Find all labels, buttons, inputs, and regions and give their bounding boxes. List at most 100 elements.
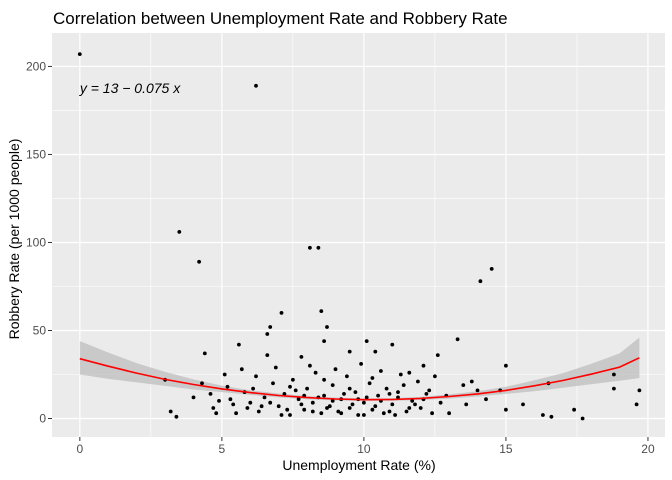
data-point xyxy=(489,267,494,271)
data-point xyxy=(427,388,432,393)
data-point xyxy=(231,402,236,407)
data-point xyxy=(191,395,196,400)
data-point xyxy=(313,370,318,375)
data-point xyxy=(268,400,273,405)
data-point xyxy=(387,392,392,396)
data-point xyxy=(296,397,301,402)
data-point xyxy=(254,374,258,379)
data-point xyxy=(279,311,284,315)
data-point xyxy=(572,407,576,412)
data-point xyxy=(200,381,204,386)
data-point xyxy=(504,363,508,368)
data-point xyxy=(248,400,253,405)
data-point xyxy=(259,404,264,409)
data-point xyxy=(464,402,469,407)
data-point xyxy=(347,406,352,410)
data-point xyxy=(268,325,273,329)
data-point xyxy=(330,383,335,387)
minor-gridlines xyxy=(52,33,665,437)
x-tick-label: 0 xyxy=(76,442,83,456)
data-point xyxy=(177,230,182,234)
data-point xyxy=(390,402,395,407)
data-point xyxy=(202,351,207,356)
data-point xyxy=(345,374,349,379)
data-point xyxy=(322,339,326,343)
data-point xyxy=(322,393,326,398)
data-point xyxy=(316,245,321,250)
data-point xyxy=(381,411,386,416)
data-point xyxy=(347,349,352,354)
data-point xyxy=(418,406,423,410)
data-point xyxy=(373,404,378,409)
data-point xyxy=(455,337,460,342)
data-point xyxy=(407,370,412,375)
x-tick-label: 15 xyxy=(499,442,513,456)
data-point xyxy=(262,395,267,400)
data-point xyxy=(265,353,270,357)
data-point xyxy=(390,342,395,347)
data-point xyxy=(504,407,508,412)
data-points xyxy=(77,52,642,421)
data-point xyxy=(430,411,434,416)
data-point xyxy=(174,414,179,419)
chart-title: Correlation between Unemployment Rate an… xyxy=(53,9,508,28)
data-point xyxy=(285,407,290,412)
data-point xyxy=(393,413,397,417)
data-point xyxy=(308,245,312,250)
data-point xyxy=(413,402,417,407)
data-point xyxy=(342,392,346,396)
data-point xyxy=(293,388,298,393)
data-point xyxy=(612,372,616,377)
data-point xyxy=(279,413,284,417)
data-point xyxy=(168,409,173,414)
data-point xyxy=(256,409,261,414)
data-point xyxy=(251,386,256,391)
data-point xyxy=(234,411,239,416)
data-point xyxy=(379,369,383,373)
data-point xyxy=(367,381,372,386)
data-point xyxy=(478,279,483,284)
data-point xyxy=(325,406,329,410)
data-point xyxy=(254,83,258,88)
data-point xyxy=(438,400,443,405)
data-point xyxy=(370,407,375,412)
data-point xyxy=(580,416,585,421)
data-point xyxy=(634,402,639,407)
data-point xyxy=(350,402,355,407)
data-point xyxy=(404,409,409,414)
y-tick-label: 150 xyxy=(26,147,46,161)
data-point xyxy=(541,413,545,417)
data-point xyxy=(77,52,82,56)
data-point xyxy=(421,363,426,368)
data-point xyxy=(373,349,378,354)
data-point xyxy=(330,399,335,403)
data-point xyxy=(288,413,292,417)
data-point xyxy=(364,339,369,343)
data-point xyxy=(197,259,202,264)
data-point xyxy=(208,392,213,396)
data-point xyxy=(376,393,380,398)
data-point xyxy=(461,383,466,387)
y-tick-label: 50 xyxy=(33,323,47,337)
data-point xyxy=(356,413,361,417)
data-point xyxy=(362,400,366,405)
y-tick-label: 200 xyxy=(26,59,46,73)
data-point xyxy=(347,386,352,391)
x-tick-label: 10 xyxy=(357,442,371,456)
data-point xyxy=(447,411,451,416)
data-point xyxy=(549,414,554,419)
data-point xyxy=(211,406,216,410)
data-point xyxy=(237,342,241,347)
data-point xyxy=(322,377,326,382)
data-point xyxy=(245,406,250,410)
data-point xyxy=(416,379,420,384)
data-point xyxy=(370,376,375,380)
data-point xyxy=(387,409,392,414)
data-point xyxy=(362,413,366,417)
x-axis-title: Unemployment Rate (%) xyxy=(282,457,435,473)
data-point xyxy=(612,386,616,391)
data-point xyxy=(401,383,406,387)
data-point xyxy=(469,379,474,384)
data-point xyxy=(637,388,642,393)
